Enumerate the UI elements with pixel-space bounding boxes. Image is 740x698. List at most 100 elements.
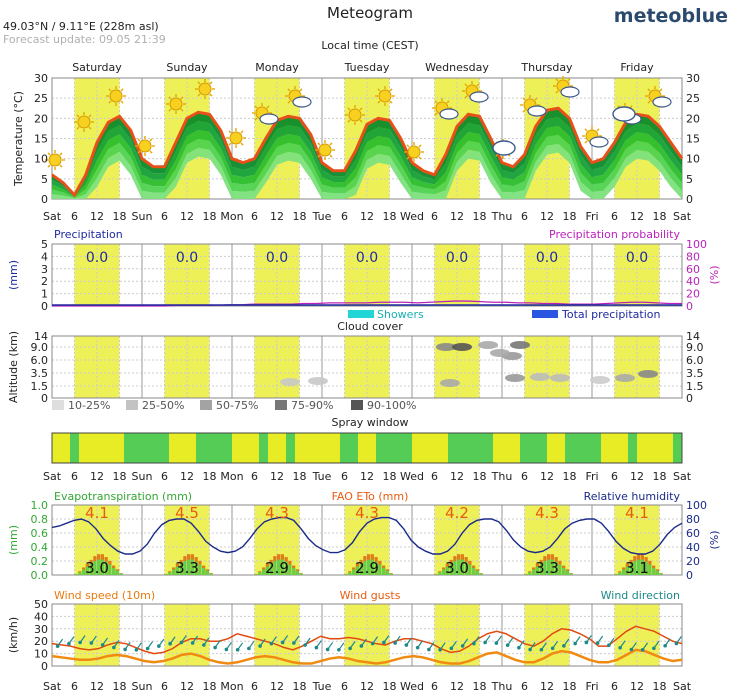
cloud-legend-swatch xyxy=(52,400,64,410)
temp-x-tick-label: 12 xyxy=(270,210,284,223)
evapotranspiration-bar xyxy=(468,564,472,575)
precip-prob-y-tick-label: 0 xyxy=(686,300,693,313)
sun-ray xyxy=(240,130,244,134)
sun-ray xyxy=(377,88,381,92)
spray-window-cell xyxy=(97,433,107,463)
wind-direction-marker xyxy=(438,642,446,652)
spray-window-cell xyxy=(322,433,332,463)
evapo-y-axis-label: (mm) xyxy=(7,525,20,555)
day-name-label: Monday xyxy=(255,61,299,74)
evapotranspiration-bar xyxy=(460,559,464,575)
cloud-y-tick-label: 0 xyxy=(41,392,48,405)
sun-ray xyxy=(287,100,291,104)
wind-direction-barb xyxy=(552,640,559,649)
sun-ray xyxy=(137,138,141,142)
cloud-shape xyxy=(612,106,636,122)
sun-ray xyxy=(287,88,291,92)
cloud-cover-patch xyxy=(490,349,510,357)
cloud-icon xyxy=(612,106,636,122)
wind-x-tick-label: Sat xyxy=(43,680,62,693)
wind-gusts-title: Wind gusts xyxy=(340,589,401,602)
daily-eto-total: 4.3 xyxy=(535,504,559,522)
sun-ray xyxy=(647,100,651,104)
wind-x-tick-label: 6 xyxy=(431,680,438,693)
wind-direction-barb xyxy=(338,642,345,651)
spray-x-tick-label: 18 xyxy=(383,470,397,483)
wind-direction-marker xyxy=(472,636,480,646)
humidity-y-tick-label: 60 xyxy=(686,527,700,540)
partly-cloudy-icon xyxy=(285,86,312,108)
wind-direction-marker xyxy=(67,636,75,646)
spray-x-tick-label: 12 xyxy=(450,470,464,483)
spray-window-cell xyxy=(331,433,341,463)
evapotranspiration-bar xyxy=(442,569,446,575)
forecast-update-label: Forecast update: 09.05 21:39 xyxy=(3,33,166,46)
sun-disc xyxy=(407,145,421,159)
wind-direction-marker xyxy=(550,640,559,651)
cloud-legend-label: 75-90% xyxy=(291,399,333,412)
spray-window-cell xyxy=(547,433,557,463)
evapotranspiration-bar xyxy=(164,574,168,575)
wind-direction-barb xyxy=(135,642,142,651)
wind-direction-marker xyxy=(539,642,547,652)
evapotranspiration-bar xyxy=(618,572,622,575)
wind-x-tick-label: 12 xyxy=(90,680,104,693)
wind-speed-line xyxy=(51,648,683,665)
cloud-legend-label: 50-75% xyxy=(216,399,258,412)
temp-x-tick-label: Mon xyxy=(220,210,243,223)
temp-y-tick-label: 20 xyxy=(34,112,48,125)
wind-day-band xyxy=(344,604,390,666)
temp-y-tick-label: 15 xyxy=(34,133,48,146)
wind-x-tick-label: 12 xyxy=(180,680,194,693)
sun-ray xyxy=(108,88,112,92)
spray-window-cell xyxy=(313,433,323,463)
spray-window-title: Spray window xyxy=(332,416,409,429)
day-name-label: Wednesday xyxy=(425,61,489,74)
daily-precipitation-total: 0.0 xyxy=(86,250,108,266)
evapotranspiration-bar xyxy=(655,570,659,575)
wind-x-tick-label: 6 xyxy=(341,680,348,693)
evapotranspiration-bar xyxy=(100,559,104,575)
evapotranspiration-bar xyxy=(194,561,198,575)
cloud-shape xyxy=(492,140,516,156)
evapotranspiration-bar xyxy=(175,566,179,575)
cloud-y-tick-label: 9.0 xyxy=(31,341,49,354)
temp-x-tick-label: 18 xyxy=(293,210,307,223)
cloud-shape xyxy=(259,113,279,125)
sun-icon xyxy=(226,128,246,148)
spray-window-cell xyxy=(214,433,224,463)
brand-logo[interactable]: meteoblue xyxy=(613,5,728,27)
local-time-label: Local time (CEST) xyxy=(321,39,419,52)
wind-x-tick-label: 18 xyxy=(653,680,667,693)
spray-window-cell xyxy=(376,433,386,463)
wind-direction-barb xyxy=(507,637,514,646)
wind-direction-barb xyxy=(439,642,446,651)
daily-eto-total: 4.3 xyxy=(355,504,379,522)
evapotranspiration-bar xyxy=(85,566,89,575)
cloud-y-tick-label: 3.5 xyxy=(31,367,49,380)
wind-direction-barb xyxy=(68,636,75,645)
evapotranspiration-bar xyxy=(464,561,468,575)
evapotranspiration-bar xyxy=(262,569,266,575)
spray-x-tick-label: 12 xyxy=(180,470,194,483)
sun-ray xyxy=(418,144,422,148)
evapotranspiration-bar xyxy=(359,563,363,575)
sun-ray xyxy=(266,105,270,109)
sun-ray xyxy=(522,109,526,113)
evapotranspiration-bar xyxy=(209,573,213,575)
spray-window-cell xyxy=(196,433,206,463)
evapo-y-tick-label: 0.0 xyxy=(31,569,49,582)
wind-direction-marker xyxy=(573,636,581,646)
spray-x-tick-label: 12 xyxy=(630,470,644,483)
wind-direction-marker xyxy=(213,640,221,650)
temp-y-tick-label-right: 25 xyxy=(686,92,700,105)
cloud-y-tick-label-right: 0 xyxy=(686,392,693,405)
wind-direction-marker xyxy=(652,640,660,651)
evapotranspiration-bar xyxy=(524,574,528,575)
wind-x-tick-label: Sun xyxy=(132,680,153,693)
sun-ray xyxy=(47,164,51,168)
wind-direction-barb xyxy=(653,640,660,649)
cloud-legend-label: 25-50% xyxy=(142,399,184,412)
sun-ray xyxy=(359,107,363,111)
spray-window-cell xyxy=(349,433,359,463)
